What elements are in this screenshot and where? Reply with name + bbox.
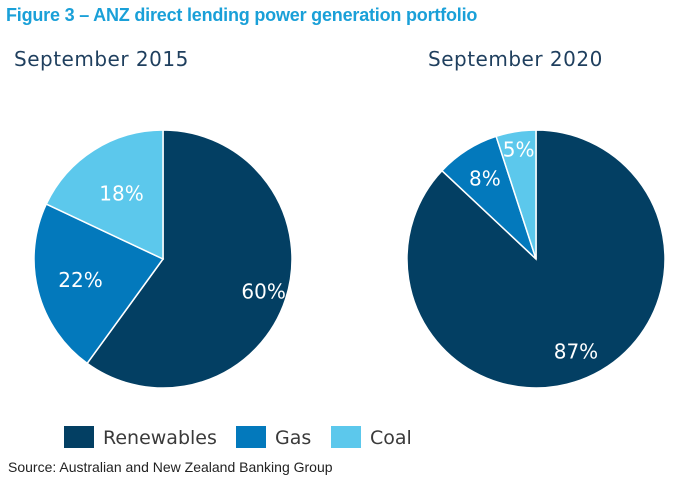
pie-slice-renewables — [86, 129, 293, 389]
chart-title-2020: September 2020 — [428, 47, 603, 71]
figure-title: Figure 3 – ANZ direct lending power gene… — [6, 5, 478, 25]
pie-label-renewables: 87% — [554, 339, 598, 363]
source-note: Source: Australian and New Zealand Banki… — [8, 459, 333, 475]
legend-swatch-renewables — [64, 426, 94, 448]
legend: Renewables Gas Coal — [64, 426, 412, 449]
pie-labels-2015: 60% 22% 18% — [58, 182, 286, 304]
legend-swatch-gas — [236, 426, 266, 448]
pie-label-gas: 22% — [58, 268, 102, 292]
pie-slices-2015 — [33, 129, 293, 389]
pie-slice-coal — [45, 129, 164, 261]
pie-chart-2015: September 2015 60% 22% 18% — [14, 47, 293, 389]
pie-slice-coal — [495, 129, 537, 260]
legend-label-renewables: Renewables — [103, 427, 217, 449]
legend-label-coal: Coal — [370, 427, 412, 449]
pie-label-coal: 18% — [99, 182, 143, 206]
pie-slices-2020 — [406, 129, 666, 389]
legend-label-gas: Gas — [275, 427, 311, 449]
chart-title-2015: September 2015 — [14, 47, 189, 71]
pie-chart-2020: September 2020 87% 8%5% — [406, 47, 666, 389]
pie-label-coal: 5% — [503, 137, 535, 161]
pie-labels-2020: 87% 8%5% — [469, 137, 598, 363]
pie-label-gas: 8% — [469, 166, 501, 190]
legend-swatch-coal — [331, 426, 361, 448]
pie-label-renewables: 60% — [241, 280, 285, 304]
